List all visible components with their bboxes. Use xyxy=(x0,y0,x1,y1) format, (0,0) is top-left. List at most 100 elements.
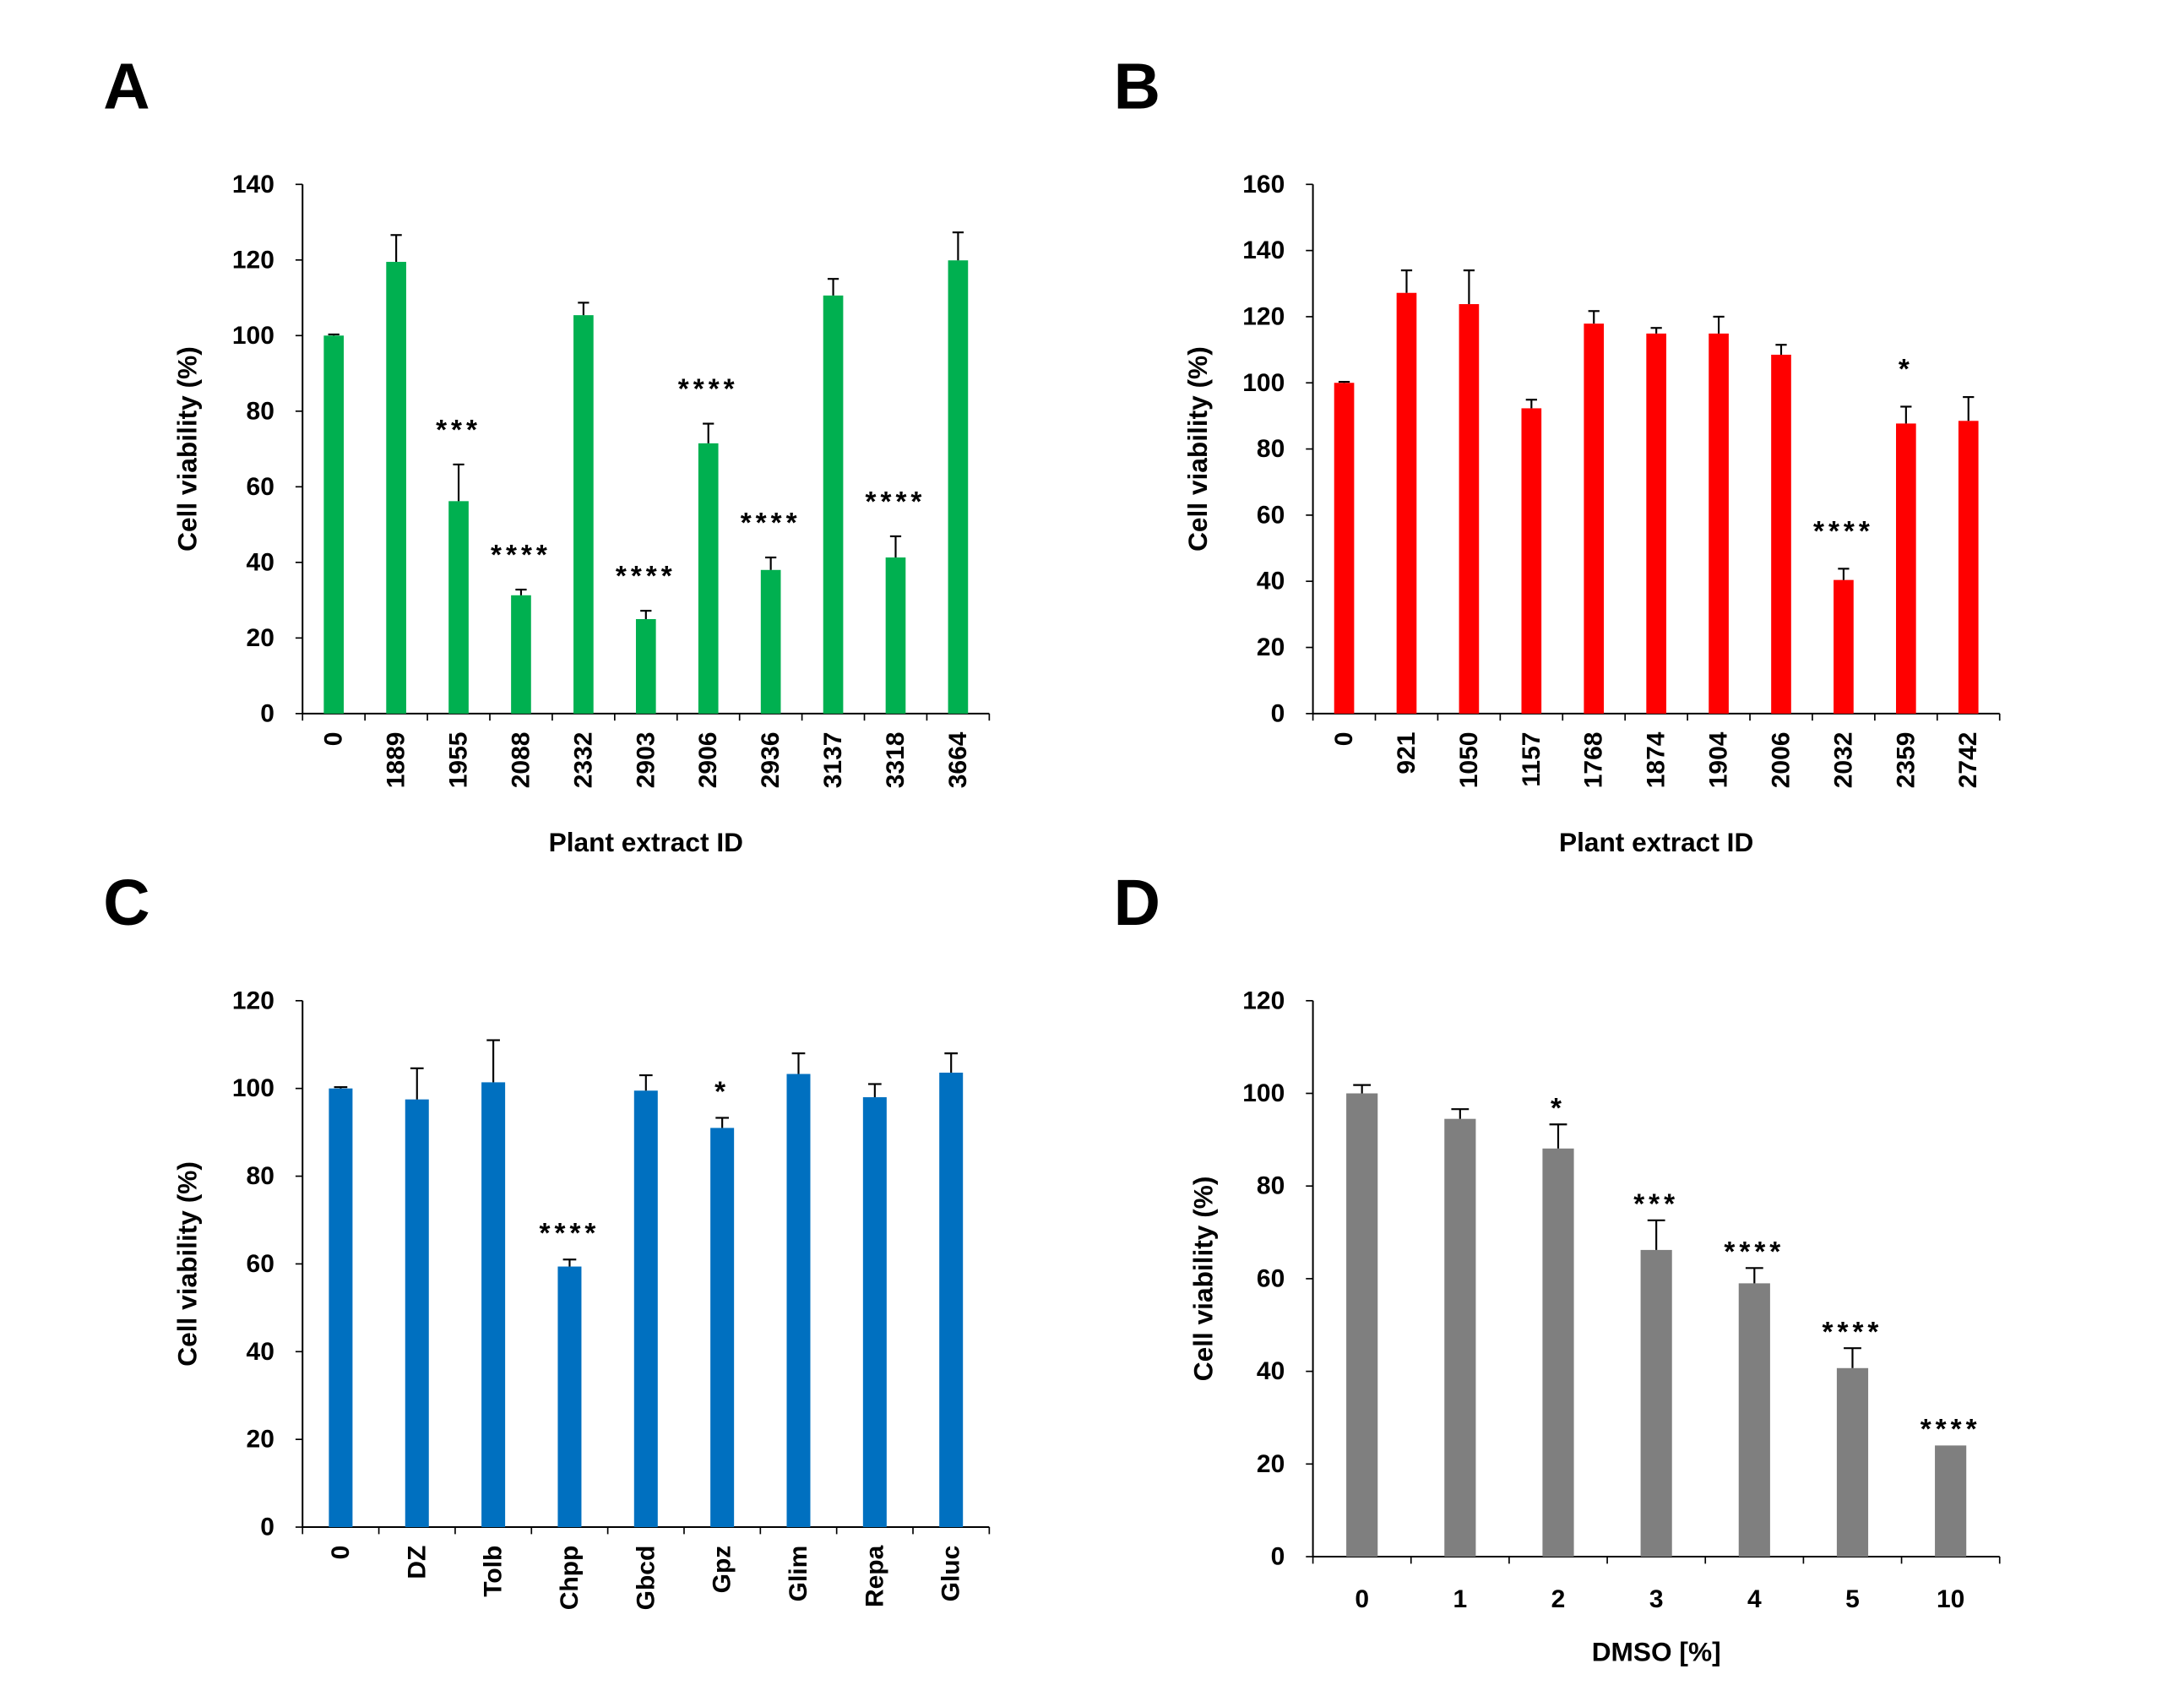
significance-label: **** xyxy=(1813,516,1874,547)
x-tick-label: 4 xyxy=(1747,1585,1762,1613)
y-tick-label: 120 xyxy=(232,246,274,274)
bar xyxy=(1334,383,1355,714)
bar xyxy=(557,1266,582,1528)
bar xyxy=(948,260,969,714)
x-tick-label: 0 xyxy=(320,732,348,747)
y-tick-label: 0 xyxy=(1271,699,1285,727)
bar xyxy=(862,1097,887,1528)
y-tick-label: 120 xyxy=(1242,987,1285,1014)
significance-label: **** xyxy=(1921,1414,1981,1445)
bar xyxy=(481,1082,506,1528)
significance-label: **** xyxy=(1823,1317,1883,1348)
bar xyxy=(1459,304,1480,714)
y-tick-label: 40 xyxy=(247,1338,274,1366)
x-tick-label: Tolb xyxy=(480,1546,508,1597)
y-tick-label: 40 xyxy=(1257,1357,1285,1385)
x-tick-label: 2742 xyxy=(1954,732,1982,789)
bar xyxy=(1935,1445,1967,1557)
bar xyxy=(939,1072,964,1528)
x-tick-label: 1 xyxy=(1453,1585,1467,1613)
x-tick-label: 0 xyxy=(1330,732,1358,747)
significance-label: **** xyxy=(741,508,801,539)
bar xyxy=(511,595,531,714)
y-tick-label: 60 xyxy=(1257,501,1285,529)
y-tick-label: 0 xyxy=(1271,1543,1285,1571)
y-tick-label: 80 xyxy=(1257,435,1285,463)
x-tick-label: Gpz xyxy=(709,1546,736,1594)
bar xyxy=(405,1099,429,1528)
y-tick-label: 100 xyxy=(1242,1079,1285,1107)
y-tick-label: 160 xyxy=(1242,171,1285,198)
x-tick-label: Repa xyxy=(861,1545,888,1607)
y-tick-label: 100 xyxy=(232,1074,274,1102)
panel-c: C 0 20 40 60 80 100 120 0 DZ Tolb **** Chpp Gbcd * Gpz G… xyxy=(103,867,991,1611)
x-tick-label: 1050 xyxy=(1455,732,1483,789)
y-axis-title: Cell viability (%) xyxy=(1182,346,1213,552)
x-tick-label: 2 xyxy=(1551,1585,1566,1613)
bar xyxy=(1738,1283,1770,1557)
y-tick-label: 40 xyxy=(247,548,274,576)
y-tick-label: 140 xyxy=(1242,236,1285,264)
y-tick-label: 20 xyxy=(1257,1450,1285,1478)
panel-label: C xyxy=(103,867,149,939)
y-tick-label: 80 xyxy=(247,397,274,425)
panel-d: D 0 20 40 60 80 100 120 0 1 * 2 *** 3 **** 4 **** 5 **** 10… xyxy=(1114,867,2001,1666)
bar xyxy=(323,335,345,714)
x-tick-label: Gluc xyxy=(937,1546,965,1602)
significance-label: *** xyxy=(436,415,481,446)
bar xyxy=(1958,421,1979,714)
panel-label: B xyxy=(1114,51,1160,122)
x-tick-label: Chpp xyxy=(556,1546,584,1611)
bar xyxy=(1836,1367,1869,1557)
y-tick-label: 120 xyxy=(1242,302,1285,330)
bar xyxy=(786,1074,811,1528)
x-tick-label: 2906 xyxy=(694,732,722,789)
x-tick-label: 3318 xyxy=(882,732,910,789)
bar xyxy=(885,557,906,714)
significance-label: **** xyxy=(866,487,926,518)
x-tick-label: 1904 xyxy=(1705,731,1733,788)
bar xyxy=(1640,1249,1672,1557)
significance-label: * xyxy=(1551,1093,1566,1124)
bar xyxy=(573,315,594,714)
y-tick-label: 60 xyxy=(247,1250,274,1278)
bar xyxy=(1646,333,1666,714)
significance-label: **** xyxy=(616,561,676,592)
bar xyxy=(1584,323,1605,714)
bar xyxy=(635,618,656,714)
bar xyxy=(698,443,719,714)
x-tick-label: 2006 xyxy=(1768,732,1796,789)
bar xyxy=(329,1088,353,1528)
x-tick-label: 2936 xyxy=(757,732,785,789)
significance-label: **** xyxy=(491,540,551,571)
x-tick-label: 1889 xyxy=(383,732,410,789)
y-tick-label: 140 xyxy=(232,171,274,198)
bar xyxy=(386,262,406,714)
bar xyxy=(1834,579,1854,714)
bar xyxy=(633,1090,658,1528)
x-tick-label: 1768 xyxy=(1580,732,1608,789)
panel-label: A xyxy=(103,51,149,122)
y-tick-label: 80 xyxy=(247,1162,274,1190)
y-tick-label: 60 xyxy=(247,473,274,501)
x-tick-label: DZ xyxy=(403,1546,431,1579)
x-tick-label: 1955 xyxy=(445,732,473,789)
significance-label: * xyxy=(1899,354,1914,385)
bar xyxy=(823,295,844,714)
x-tick-label: 3137 xyxy=(819,732,847,789)
y-axis-title: Cell viability (%) xyxy=(172,346,203,552)
x-tick-label: 2359 xyxy=(1892,732,1920,789)
bar xyxy=(1709,333,1729,714)
bar xyxy=(760,569,781,714)
x-axis-title: DMSO [%] xyxy=(1592,1636,1721,1666)
bar xyxy=(1542,1148,1574,1557)
x-tick-label: 921 xyxy=(1393,732,1421,775)
x-tick-label: 2332 xyxy=(569,732,597,789)
y-tick-label: 20 xyxy=(1257,633,1285,661)
bar xyxy=(1346,1093,1378,1557)
y-tick-label: 20 xyxy=(247,1426,274,1454)
significance-label: **** xyxy=(1724,1237,1785,1268)
bar xyxy=(448,501,469,714)
